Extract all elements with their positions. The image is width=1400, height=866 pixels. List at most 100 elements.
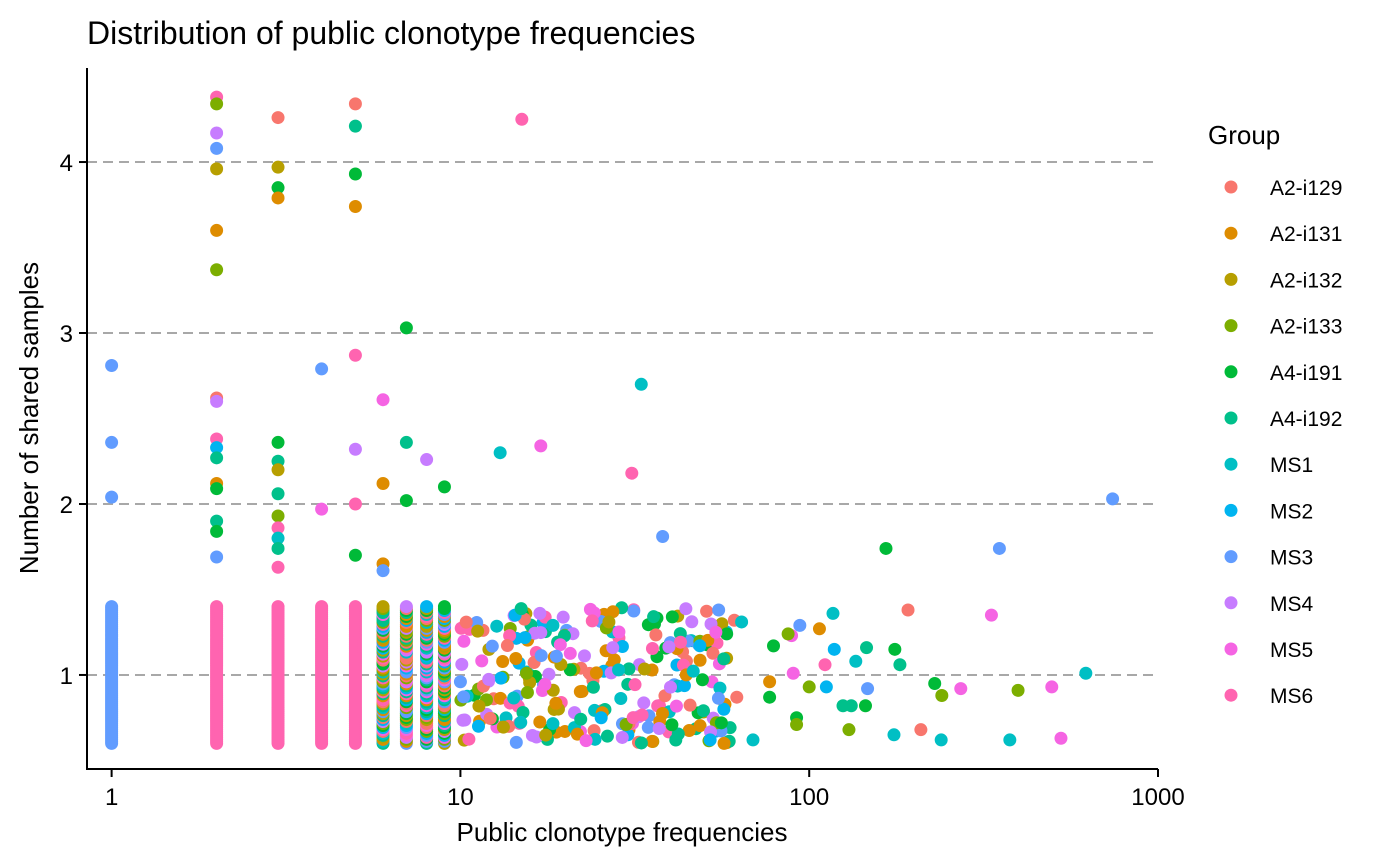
data-point [210, 550, 224, 564]
cloud-point [579, 734, 593, 748]
dense-point [420, 600, 434, 614]
x-tick-label: 1000 [1131, 784, 1184, 811]
data-point [703, 733, 717, 747]
legend-label: A2-i131 [1270, 223, 1342, 246]
cloud-point [542, 667, 556, 681]
cloud-point [546, 717, 560, 731]
data-points [105, 90, 1120, 750]
cloud-point [549, 649, 563, 663]
cloud-point [711, 691, 725, 705]
data-point [210, 223, 224, 237]
data-point [781, 627, 795, 641]
data-point [271, 181, 285, 195]
legend-label: MS3 [1270, 547, 1313, 570]
data-point [818, 658, 832, 672]
chart-title: Distribution of public clonotype frequen… [87, 15, 695, 51]
cloud-point [635, 708, 649, 722]
cloud-point [677, 679, 691, 693]
data-point [1045, 680, 1059, 694]
cloud-point [496, 720, 510, 734]
data-point [849, 654, 863, 668]
cloud-point [520, 685, 534, 699]
data-point [842, 723, 856, 737]
cloud-point [693, 639, 707, 653]
cloud-point [665, 718, 679, 732]
data-point [105, 358, 119, 372]
legend-swatch [1224, 319, 1238, 333]
data-point [210, 394, 224, 408]
legend-swatch [1224, 642, 1238, 656]
data-point [271, 111, 285, 125]
cloud-point [706, 646, 720, 660]
data-point [210, 451, 224, 465]
cloud-point [683, 698, 697, 712]
cloud-point [514, 602, 528, 616]
x-tick-label: 10 [447, 784, 474, 811]
cloud-point [509, 735, 523, 749]
cloud-point [637, 662, 651, 676]
data-point [1003, 733, 1017, 747]
gridlines [87, 161, 1158, 676]
data-point [812, 622, 826, 636]
data-point [315, 362, 329, 376]
legend-swatch [1224, 411, 1238, 425]
legend-label: MS5 [1270, 639, 1313, 662]
data-point [348, 548, 362, 562]
data-point [1079, 666, 1093, 680]
dense-point [271, 600, 285, 614]
legend-swatch [1224, 688, 1238, 702]
cloud-point [663, 680, 677, 694]
cloud-point [462, 732, 476, 746]
data-point [399, 435, 413, 449]
data-point [348, 119, 362, 133]
cloud-point [472, 699, 486, 713]
cloud-point [546, 618, 560, 632]
cloud-point [669, 699, 683, 713]
data-point [992, 541, 1006, 555]
data-point [928, 677, 942, 691]
cloud-point [662, 640, 676, 654]
data-point [271, 435, 285, 449]
cloud-point [516, 705, 530, 719]
cloud-point [627, 604, 641, 618]
data-point [271, 487, 285, 501]
legend-label: A4-i192 [1270, 408, 1342, 431]
cloud-point [457, 690, 471, 704]
y-tick-label: 2 [60, 492, 73, 519]
cloud-point [695, 673, 709, 687]
dense-point [348, 600, 362, 614]
data-point [826, 606, 840, 620]
y-tick-label: 3 [60, 321, 73, 348]
cloud-point [459, 615, 473, 629]
legend-label: A2-i132 [1270, 269, 1342, 292]
data-point [746, 733, 760, 747]
cloud-point [455, 657, 469, 671]
y-tick-label: 1 [60, 663, 73, 690]
cloud-point [520, 666, 534, 680]
cloud-point [693, 653, 707, 667]
data-point [515, 112, 529, 126]
cloud-point [485, 639, 499, 653]
cloud-point [457, 634, 471, 648]
cloud-point [641, 720, 655, 734]
data-point [493, 446, 507, 460]
cloud-point [652, 722, 666, 736]
data-point [625, 466, 639, 480]
cloud-point [475, 654, 489, 668]
cloud-point [577, 649, 591, 663]
data-point [914, 723, 928, 737]
cloud-point [645, 642, 659, 656]
legend: Group A2-i129 A2-i131 A2-i132 A2-i133 A4-i19… [1208, 120, 1342, 708]
data-point [984, 608, 998, 622]
data-point [271, 531, 285, 545]
data-point [709, 625, 723, 639]
cloud-point [534, 649, 548, 663]
cloud-point [674, 635, 688, 649]
data-point [858, 699, 872, 713]
cloud-point [693, 719, 707, 733]
data-point [271, 463, 285, 477]
y-axis-title: Number of shared samples [14, 262, 44, 574]
data-point [954, 682, 968, 696]
cloud-point [645, 734, 659, 748]
